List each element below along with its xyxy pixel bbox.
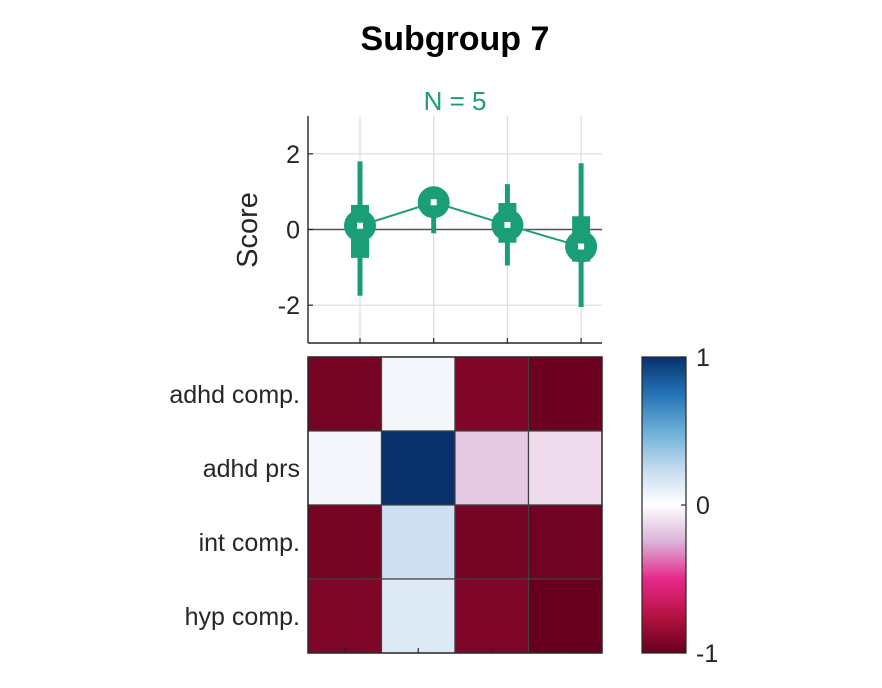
median-marker <box>504 221 511 228</box>
heatmap-cell <box>454 356 530 432</box>
heatmap-cell <box>454 504 530 580</box>
colorbar-tick-label: 0 <box>696 492 710 520</box>
heatmap-frame <box>307 356 603 654</box>
median-marker <box>578 243 585 250</box>
y-tick-label: 0 <box>286 217 300 245</box>
chart-title: Subgroup 7 <box>361 20 550 58</box>
colorbar-gradient <box>641 356 687 654</box>
median-marker <box>430 199 437 206</box>
y-tick-label: -2 <box>278 292 300 320</box>
heatmap-cell <box>307 578 383 654</box>
series-line <box>359 201 582 248</box>
heatmap-cell <box>527 430 603 506</box>
y-axis-label: Score <box>232 192 264 268</box>
colorbar-tick-label: 1 <box>696 344 710 372</box>
heatmap-cell <box>380 430 456 506</box>
heatmap-row-label: hyp comp. <box>185 603 300 631</box>
heatmap-cell <box>527 504 603 580</box>
heatmap-cell <box>380 504 456 580</box>
heatmap-cell <box>454 430 530 506</box>
heatmap-cell <box>527 578 603 654</box>
colorbar-tick-label: -1 <box>696 640 718 668</box>
chart-subtitle: N = 5 <box>424 86 487 116</box>
heatmap-cell <box>454 578 530 654</box>
colorbar: 1 0 -1 <box>641 344 718 668</box>
heatmap-cell <box>307 430 383 506</box>
correlation-heatmap: adhd comp. adhd prs int comp. hyp comp. <box>169 356 603 654</box>
heatmap-row-label: adhd comp. <box>169 381 300 409</box>
heatmap-row-label: adhd prs <box>203 455 300 483</box>
heatmap-row-label: int comp. <box>199 529 300 557</box>
heatmap-cell <box>380 578 456 654</box>
heatmap-cell <box>527 356 603 432</box>
heatmap-cell <box>307 356 383 432</box>
heatmap-cell <box>307 504 383 580</box>
median-marker <box>357 222 363 229</box>
heatmap-cell <box>380 356 456 432</box>
y-tick-label: 2 <box>286 141 300 169</box>
score-plot: -2 0 2 <box>278 116 602 344</box>
